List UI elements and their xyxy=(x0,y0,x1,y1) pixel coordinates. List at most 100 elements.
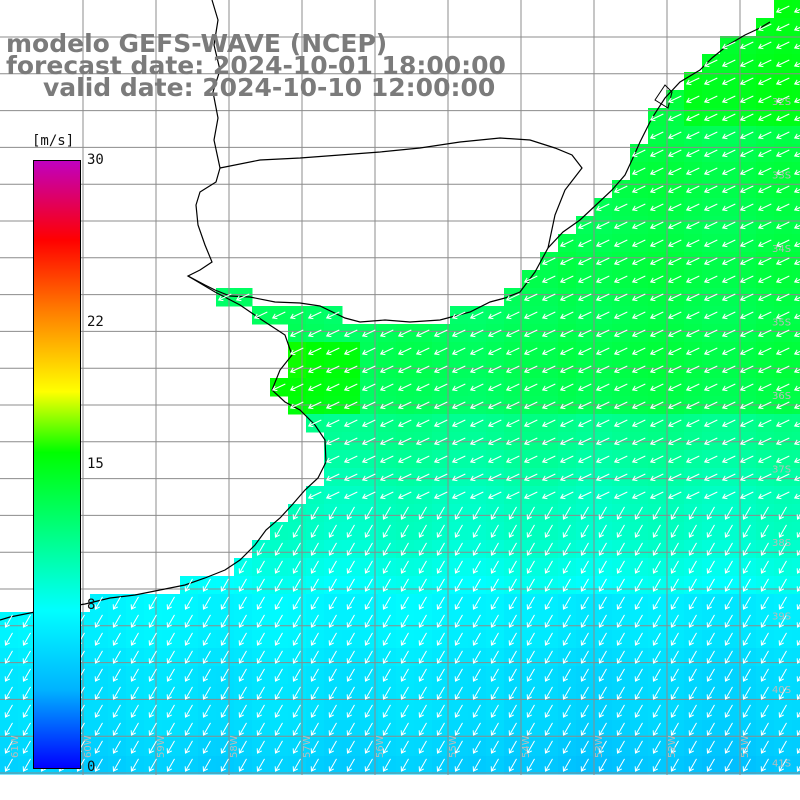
wind-arrow xyxy=(757,185,772,194)
wind-arrow xyxy=(595,257,610,266)
wind-arrow xyxy=(310,524,319,538)
wind-arrow xyxy=(721,203,736,212)
wind-arrow xyxy=(94,704,103,718)
wind-arrow xyxy=(4,722,13,736)
wind-arrow xyxy=(580,758,589,772)
wind-arrow xyxy=(94,632,103,646)
wind-arrow xyxy=(328,650,337,664)
wind-arrow xyxy=(364,668,373,682)
wind-arrow xyxy=(739,329,754,338)
wind-arrow xyxy=(631,239,646,248)
wind-arrow xyxy=(703,419,718,428)
wind-arrow xyxy=(184,578,193,592)
wind-arrow xyxy=(292,614,301,628)
wind-arrow xyxy=(487,473,502,482)
wind-arrow xyxy=(382,614,391,628)
wind-arrow xyxy=(22,632,31,646)
wind-arrow xyxy=(685,401,700,410)
wind-arrow xyxy=(364,560,373,574)
wind-arrow xyxy=(703,203,718,212)
latitude-label: 32S xyxy=(772,97,791,108)
graticule-grid xyxy=(0,0,800,775)
wind-arrow xyxy=(562,560,571,574)
wind-arrow xyxy=(238,740,247,754)
wind-arrow xyxy=(649,275,664,284)
wind-arrow xyxy=(166,668,175,682)
wind-arrow xyxy=(94,722,103,736)
wind-arrow xyxy=(613,275,628,284)
wind-arrow xyxy=(706,542,715,556)
wind-arrow xyxy=(184,596,193,610)
wind-arrow xyxy=(112,704,121,718)
wind-arrow xyxy=(487,437,502,446)
wind-arrow xyxy=(382,668,391,682)
wind-arrow xyxy=(595,239,610,248)
wind-arrow xyxy=(451,473,466,482)
wind-arrow xyxy=(634,560,643,574)
wind-cell xyxy=(792,720,800,739)
wind-arrow xyxy=(667,221,682,230)
wind-arrow xyxy=(130,614,139,628)
wind-arrow xyxy=(562,740,571,754)
coastline-uruguay-brazil xyxy=(186,0,771,323)
wind-arrow xyxy=(472,650,481,664)
wind-arrow xyxy=(256,578,265,592)
wind-arrow xyxy=(526,614,535,628)
wind-arrow xyxy=(523,437,538,446)
wind-arrow xyxy=(310,758,319,772)
wind-arrow xyxy=(595,329,610,338)
wind-arrow xyxy=(739,383,754,392)
wind-arrow xyxy=(415,437,430,446)
wind-arrow xyxy=(739,131,754,140)
wind-arrow xyxy=(742,578,751,592)
wind-arrow xyxy=(472,542,481,556)
wind-arrow xyxy=(688,632,697,646)
wind-arrow xyxy=(202,740,211,754)
wind-arrow xyxy=(361,383,376,392)
wind-arrow xyxy=(775,311,790,320)
wind-arrow xyxy=(202,614,211,628)
wind-arrow xyxy=(577,329,592,338)
wind-arrow xyxy=(631,221,646,230)
wind-arrow xyxy=(757,257,772,266)
wind-arrow xyxy=(454,614,463,628)
wind-arrow xyxy=(436,542,445,556)
wind-arrow xyxy=(4,758,13,772)
wind-arrow xyxy=(685,203,700,212)
wind-arrow xyxy=(379,401,394,410)
wind-arrow xyxy=(631,347,646,356)
wind-arrow xyxy=(361,455,376,464)
wind-arrow xyxy=(274,542,283,556)
wind-arrow xyxy=(418,704,427,718)
wind-arrow xyxy=(400,704,409,718)
wind-arrow xyxy=(616,506,625,520)
wind-arrow xyxy=(472,686,481,700)
wind-arrow xyxy=(580,686,589,700)
wind-arrow xyxy=(562,722,571,736)
wind-arrow xyxy=(364,614,373,628)
wind-arrow xyxy=(739,185,754,194)
wind-arrow xyxy=(415,347,430,356)
wind-arrow xyxy=(220,668,229,682)
wind-arrow xyxy=(721,149,736,158)
wind-arrow xyxy=(292,542,301,556)
wind-arrow xyxy=(598,740,607,754)
wind-arrow xyxy=(22,722,31,736)
wind-arrow xyxy=(433,401,448,410)
wind-arrow xyxy=(4,650,13,664)
wind-arrow xyxy=(793,97,800,104)
wind-arrow xyxy=(685,185,700,194)
wind-arrow xyxy=(721,365,736,374)
wind-arrow xyxy=(757,41,772,50)
wind-arrow xyxy=(649,419,664,428)
wind-arrow xyxy=(433,347,448,356)
wind-arrow xyxy=(454,578,463,592)
wind-arrow xyxy=(760,596,769,610)
wind-arrow xyxy=(148,632,157,646)
wind-arrow xyxy=(742,650,751,664)
wind-arrow xyxy=(559,455,574,464)
wind-arrow xyxy=(760,614,769,628)
wind-arrow xyxy=(703,95,718,104)
wind-arrow xyxy=(775,185,790,194)
wind-arrow xyxy=(670,686,679,700)
